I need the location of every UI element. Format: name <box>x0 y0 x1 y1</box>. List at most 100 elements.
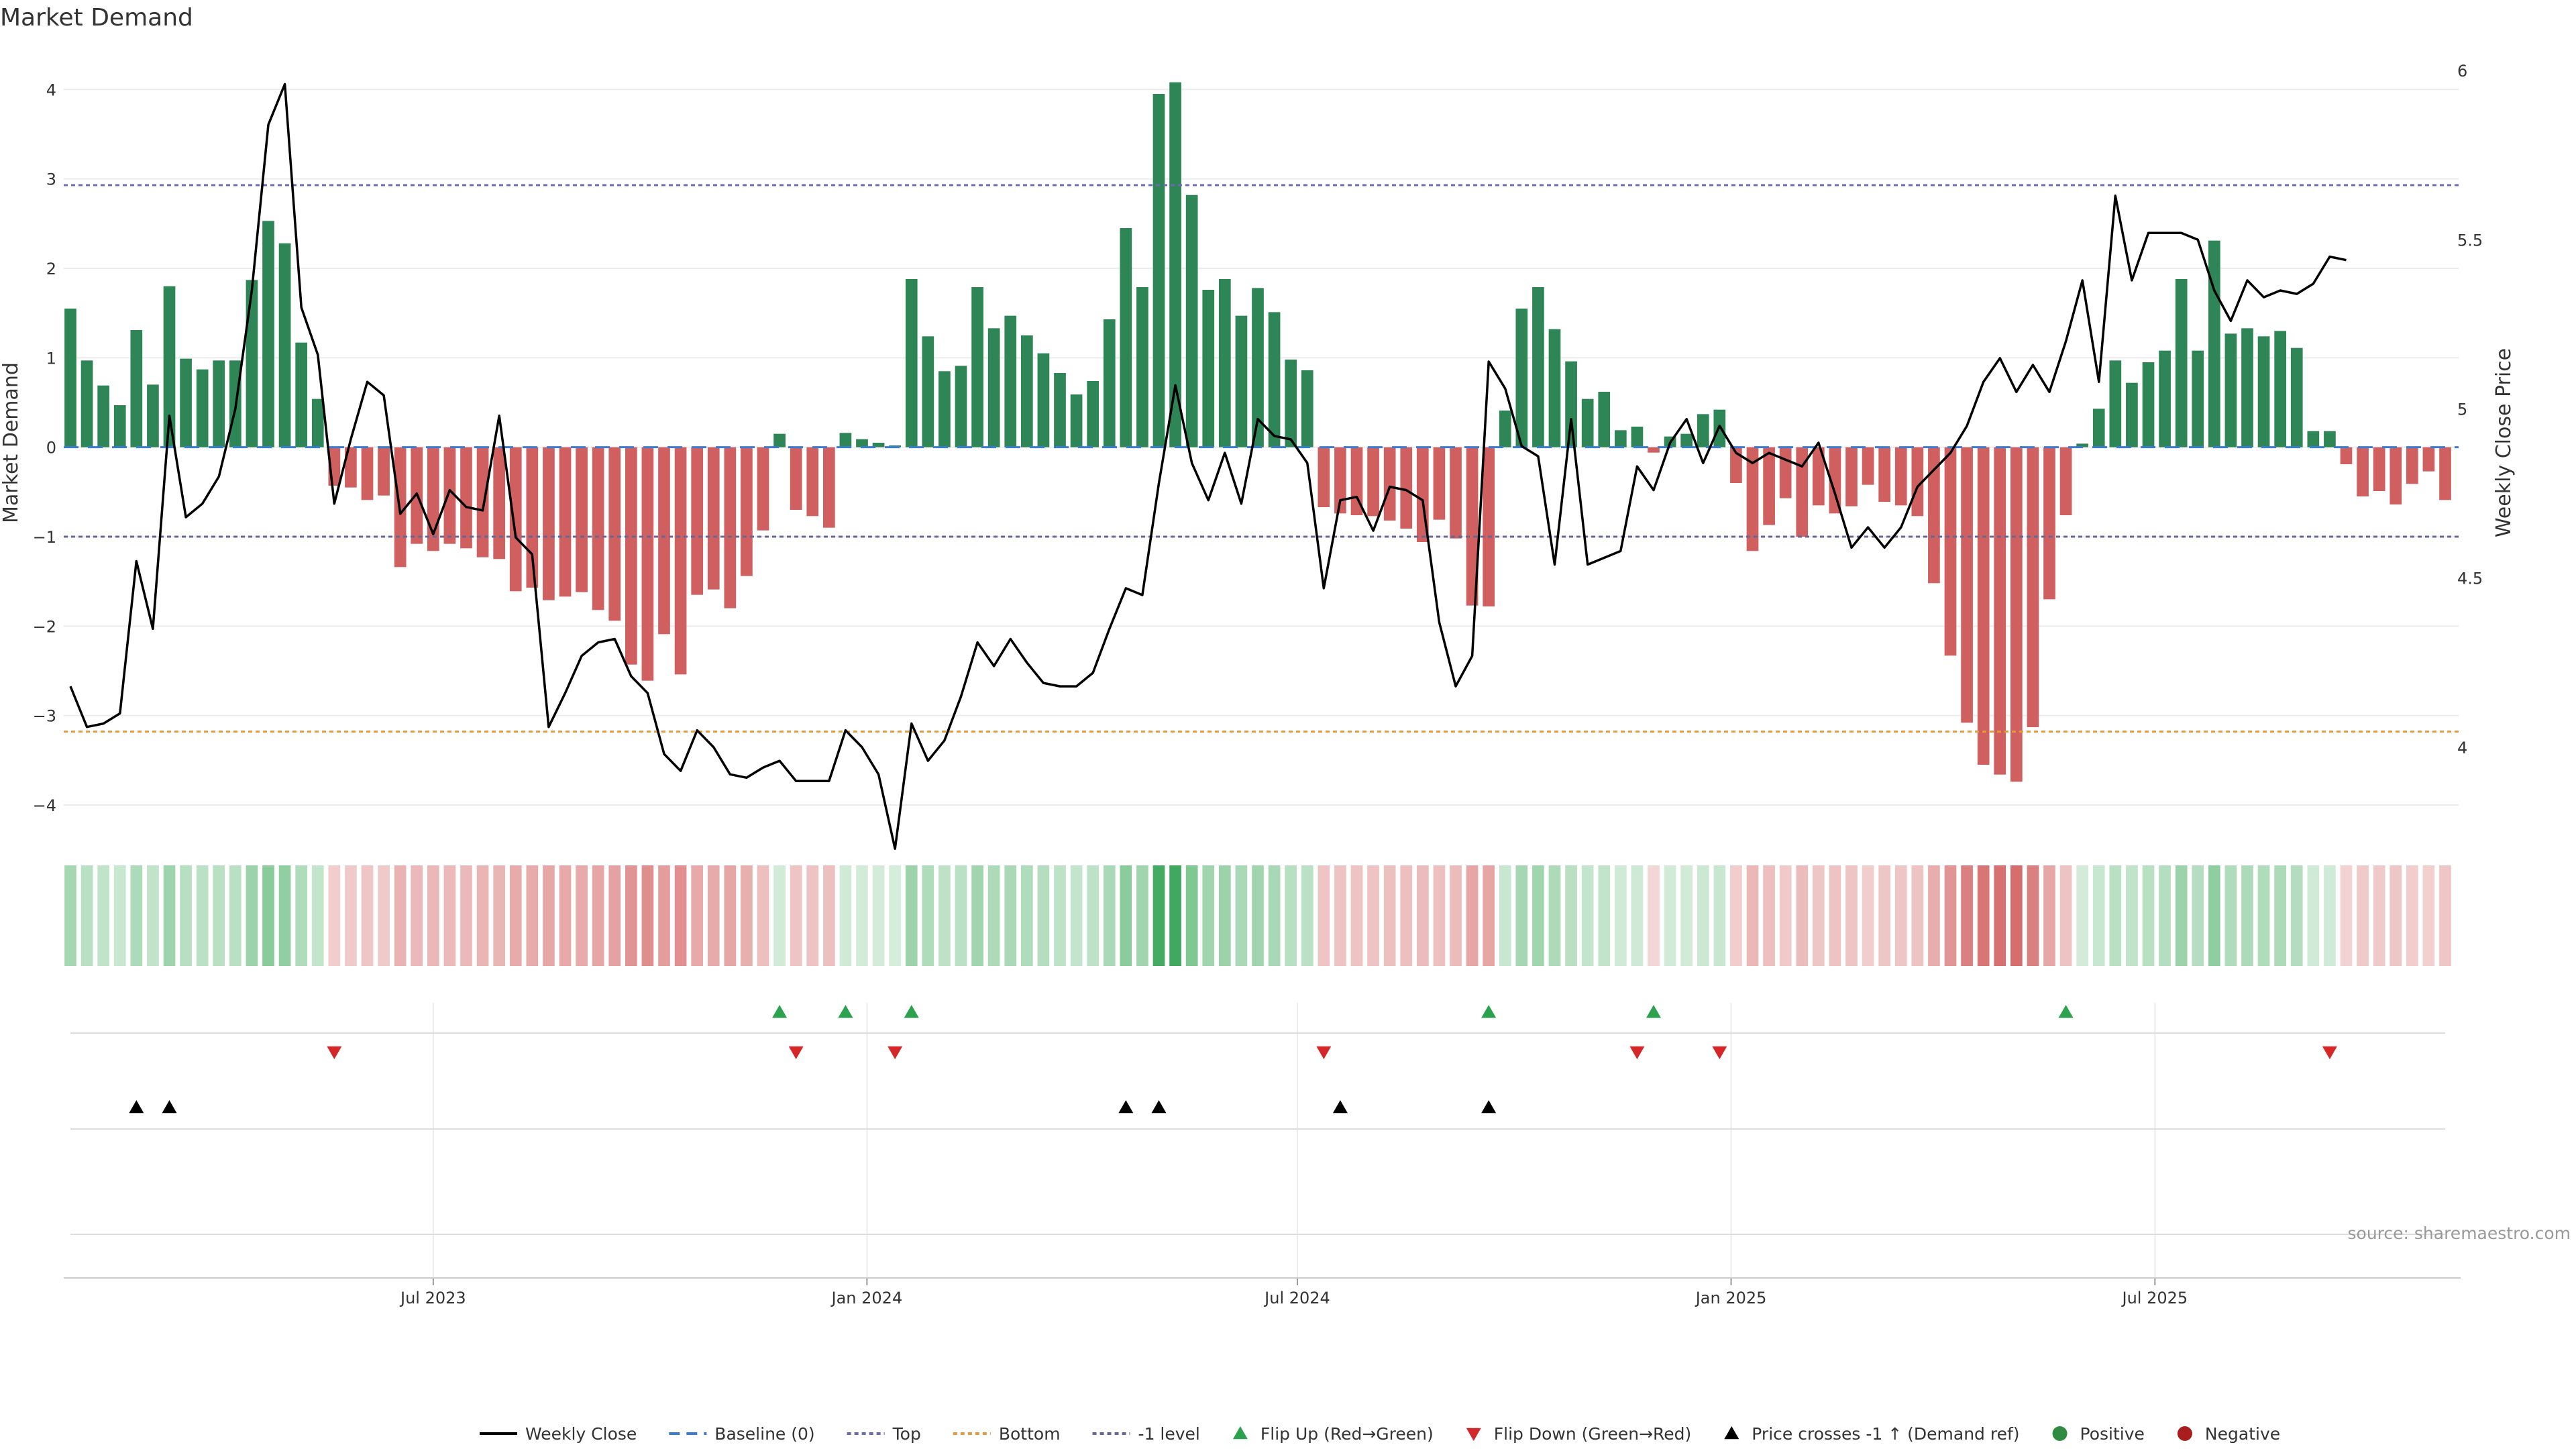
legend-item: Baseline (0) <box>669 1424 815 1444</box>
positive-bar <box>1268 312 1281 447</box>
negative-bar <box>741 447 753 576</box>
negative-bar <box>641 447 654 681</box>
heat-cell <box>1581 865 1594 966</box>
heat-cell <box>757 865 769 966</box>
heat-cell <box>1185 865 1198 966</box>
heat-cell <box>476 865 489 966</box>
heat-cell <box>839 865 852 966</box>
heat-cell <box>526 865 539 966</box>
heat-cell <box>2010 865 2023 966</box>
heat-cell <box>2290 865 2303 966</box>
negative-bar <box>1977 447 1990 765</box>
positive-bar <box>2307 431 2320 447</box>
negative-bar <box>427 447 439 551</box>
heat-cell <box>345 865 357 966</box>
flip-down-marker <box>2322 1046 2337 1059</box>
heat-cell <box>443 865 456 966</box>
heat-cell <box>1301 865 1313 966</box>
price-cross-marker <box>162 1100 177 1114</box>
negative-bar <box>1763 447 1775 525</box>
heat-cell <box>2406 865 2418 966</box>
y-tick-label: −2 <box>33 617 56 636</box>
heat-cell <box>658 865 670 966</box>
heat-cell <box>1136 865 1148 966</box>
heat-cell <box>1894 865 1907 966</box>
positive-bar <box>180 358 192 447</box>
positive-bar <box>1054 373 1066 447</box>
legend-label: Baseline (0) <box>714 1424 814 1444</box>
legend-item: Negative <box>2177 1424 2280 1444</box>
positive-bar <box>1202 290 1215 447</box>
negative-bar <box>1648 447 1660 453</box>
positive-bar <box>1120 228 1132 447</box>
positive-bar <box>1169 82 1181 447</box>
heat-cell <box>971 865 983 966</box>
positive-bar <box>2142 362 2155 447</box>
heat-cell <box>592 865 604 966</box>
heat-cell <box>460 865 472 966</box>
flip-up-marker <box>838 1005 853 1018</box>
negative-bar <box>2059 447 2072 515</box>
heat-cell <box>608 865 621 966</box>
legend-item: Price crosses -1 ↑ (Demand ref) <box>1724 1424 2020 1444</box>
negative-bar <box>1796 447 1809 537</box>
negative-bar <box>674 447 687 675</box>
heat-cell <box>278 865 291 966</box>
positive-bar <box>295 342 308 447</box>
positive-bar <box>1218 279 1231 447</box>
y-tick-label: 3 <box>46 170 56 189</box>
negative-bar <box>2043 447 2055 600</box>
chart-title: Market Demand <box>0 4 193 32</box>
heat-cell <box>741 865 753 966</box>
positive-bar <box>1087 381 1099 447</box>
heat-cell <box>2357 865 2369 966</box>
heat-cell <box>1483 865 1495 966</box>
y2-tick-label: 4 <box>2457 739 2467 757</box>
negative-bar <box>1812 447 1825 506</box>
positive-bar <box>1037 353 1050 447</box>
positive-bar <box>1070 394 1083 447</box>
positive-bar <box>262 221 274 447</box>
legend-item: Weekly Close <box>480 1424 637 1444</box>
negative-bar <box>1862 447 1874 485</box>
negative-bar <box>806 447 819 517</box>
heat-cell <box>1318 865 1330 966</box>
heat-cell <box>147 865 159 966</box>
negative-bar <box>1334 447 1346 514</box>
heat-cell <box>1103 865 1116 966</box>
positive-bar <box>147 384 159 447</box>
legend-label: Negative <box>2205 1424 2280 1444</box>
positive-bar <box>1103 319 1116 447</box>
negative-bar <box>2357 447 2369 496</box>
heat-cell <box>328 865 341 966</box>
heat-cell <box>2274 865 2287 966</box>
negative-bar <box>361 447 374 500</box>
heat-cell <box>1450 865 1462 966</box>
heat-cell <box>691 865 704 966</box>
axes: 4 3 2 1 0 −1 −2 −3 −4 6 5.5 5 4.5 4 Jul 2023 Jan 2024 Ju… <box>33 62 2483 1307</box>
positive-bar <box>1697 414 1709 447</box>
positive-bar <box>2208 240 2220 447</box>
negative-bar <box>2390 447 2402 504</box>
heat-cell <box>130 865 143 966</box>
flip-down-marker <box>1712 1046 1727 1059</box>
heat-cell <box>196 865 209 966</box>
x-tick-label: Jul 2024 <box>1263 1289 1330 1307</box>
heat-cell <box>1120 865 1132 966</box>
heat-cell <box>311 865 324 966</box>
positive-bar <box>839 433 852 447</box>
heat-cell <box>229 865 241 966</box>
negative-bar <box>822 447 835 528</box>
heat-cell <box>576 865 588 966</box>
heat-cell <box>1961 865 1973 966</box>
price-cross-marker <box>1151 1100 1167 1114</box>
negative-bar <box>1367 447 1379 517</box>
negative-bar <box>2340 447 2353 464</box>
heat-cell <box>1087 865 1099 966</box>
positive-bar <box>2175 279 2188 447</box>
heat-cell <box>394 865 407 966</box>
negative-bar <box>345 447 357 488</box>
heat-cell <box>559 865 572 966</box>
heat-cell <box>113 865 126 966</box>
